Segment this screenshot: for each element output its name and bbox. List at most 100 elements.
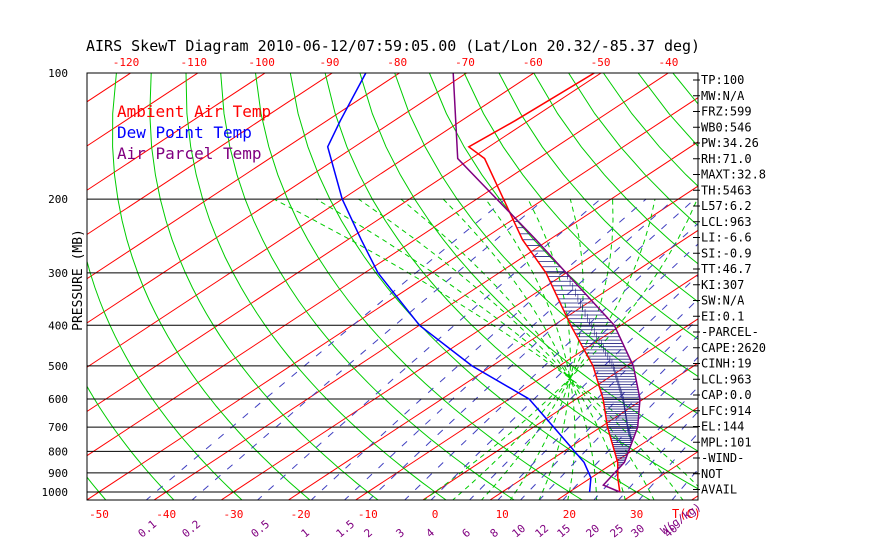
dry-adiabat: [220, 73, 516, 500]
dry-adiabat: [255, 73, 584, 500]
temp-tick-label-top: -120: [113, 56, 140, 69]
temp-tick-label-bottom: 20: [563, 508, 576, 521]
pressure-tick-label: 700: [48, 421, 68, 434]
isotherm-line: [87, 73, 535, 368]
dry-adiabat: [394, 73, 698, 415]
mixing-ratio-line: [191, 198, 545, 500]
mixing-ratio-tick-label: 10: [510, 522, 529, 540]
temp-tick-label-bottom: 30: [630, 508, 643, 521]
mixing-ratio-tick-label: 1: [299, 526, 312, 540]
index-label: WB0:546: [701, 120, 752, 134]
mixing-ratio-line: [562, 356, 698, 500]
isotherm-line: [153, 141, 698, 500]
isotherm-line: [220, 185, 698, 500]
temp-tick-label-top: -70: [455, 56, 475, 69]
isotherm-line: [758, 32, 870, 500]
mixing-ratio-line: [497, 298, 698, 500]
isotherm-line: [421, 318, 698, 500]
plot-frame: [86, 72, 699, 501]
mixing-ratio-line: [343, 198, 675, 500]
dry-adiabat: [87, 259, 243, 500]
temp-tick-label-bottom: 10: [496, 508, 509, 521]
dry-adiabat: [812, 73, 870, 501]
mixing-ratio-tick-label: 3: [394, 526, 407, 540]
temp-tick-label-top: -80: [387, 56, 407, 69]
mixing-ratio-tick-label: 15: [555, 522, 574, 540]
moist-adiabat: [485, 198, 576, 500]
mixing-ratio-line: [430, 243, 698, 500]
temp-tick-label-bottom: -30: [223, 508, 243, 521]
mixing-ratio-tick-label: 25: [608, 522, 627, 540]
dry-adiabat: [185, 73, 447, 500]
index-label: NOT: [701, 467, 723, 481]
isotherm-line: [87, 73, 602, 413]
dry-adiabat: [87, 385, 175, 500]
mixing-ratio-tick-label: 8: [488, 526, 501, 540]
isotherm-line: [87, 73, 199, 147]
temp-tick-label-bottom: -10: [358, 508, 378, 521]
isotherm-line: [825, 32, 870, 500]
index-label: KI:307: [701, 278, 744, 292]
temp-tick-label-top: -50: [591, 56, 611, 69]
isotherm-line: [87, 73, 334, 236]
index-label: MW:N/A: [701, 89, 745, 103]
index-label: PW:34.26: [701, 136, 759, 150]
isotherm-line: [87, 73, 401, 280]
index-label: MPL:101: [701, 435, 752, 449]
mixing-ratio-line: [368, 198, 696, 500]
moist-adiabat: [316, 198, 684, 500]
index-label: TH:5463: [701, 183, 752, 197]
index-label: FRZ:599: [701, 105, 752, 119]
mixing-ratio-line: [256, 198, 601, 500]
pressure-tick-label: 900: [48, 467, 68, 480]
index-label: LFC:914: [701, 404, 752, 418]
moist-adiabat: [358, 198, 655, 500]
dry-adiabat: [743, 73, 870, 501]
moist-adiabat: [273, 198, 698, 487]
chart-title: AIRS SkewT Diagram 2010-06-12/07:59:05.0…: [86, 37, 700, 55]
index-label: SW:N/A: [701, 294, 745, 308]
mixing-ratio-tick-label: 30: [629, 522, 648, 540]
index-label: AVAIL: [701, 483, 737, 497]
index-label: TP:100: [701, 73, 744, 87]
legend: Ambient Air Temp Dew Point Temp Air Parc…: [117, 102, 271, 163]
dry-adiabat: [324, 73, 698, 490]
mixing-ratio-line: [638, 432, 698, 500]
series-dewpoint-line: [326, 73, 592, 493]
index-label: EL:144: [701, 420, 744, 434]
mixing-ratio-line: [310, 198, 647, 500]
mixing-ratio-line: [145, 198, 506, 500]
index-label: L57:6.2: [701, 199, 752, 213]
dry-adiabat: [289, 73, 652, 500]
mixing-ratio-line: [671, 468, 698, 500]
dry-adiabat: [428, 73, 698, 378]
dry-adiabat: [112, 73, 311, 500]
temp-tick-label-top: -60: [523, 56, 543, 69]
legend-ambient: Ambient Air Temp: [117, 102, 271, 121]
moist-adiabat: [509, 198, 584, 500]
mixing-ratio-line: [468, 274, 698, 500]
index-label: LI:-6.6: [701, 231, 752, 245]
mixing-ratio-line: [519, 318, 698, 500]
pressure-tick-label: 800: [48, 445, 68, 458]
legend-parcel: Air Parcel Temp: [117, 144, 262, 163]
mixing-ratio-tick-label: 12: [533, 522, 552, 540]
index-label: CINH:19: [701, 357, 752, 371]
mixing-ratio-line: [538, 334, 698, 500]
temp-tick-label-top: -100: [248, 56, 275, 69]
pressure-tick-label: 100: [48, 67, 68, 80]
mixing-ratio-tick-label: 0.2: [180, 518, 204, 541]
dry-adiabat: [149, 73, 379, 500]
moist-adiabat: [527, 198, 571, 500]
moist-adiabat: [423, 198, 698, 500]
index-label: CAPE:2620: [701, 341, 766, 355]
temp-tick-label-bottom: -40: [156, 508, 176, 521]
isotherm-line: [87, 73, 266, 191]
index-label: LCL:963: [701, 372, 752, 386]
isotherm-line: [87, 97, 698, 500]
temp-tick-label-bottom: 0: [432, 508, 439, 521]
temp-tick-label-bottom: -50: [89, 508, 109, 521]
pressure-tick-label: 500: [48, 360, 68, 373]
mixing-ratio-tick-label: 20: [584, 522, 603, 540]
dry-adiabat: [498, 73, 698, 303]
